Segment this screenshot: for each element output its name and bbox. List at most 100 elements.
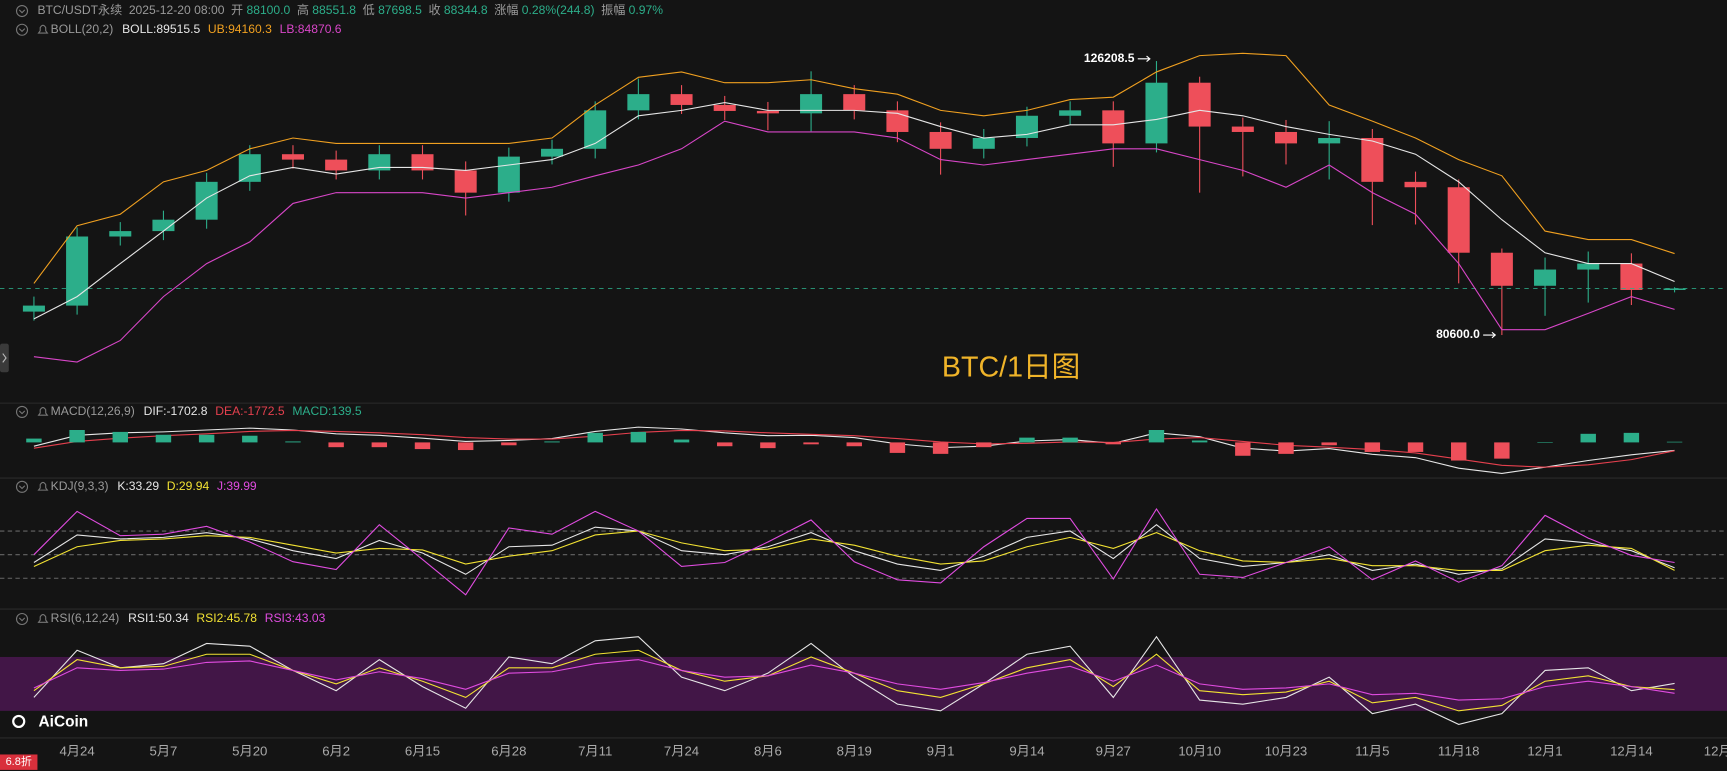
collapse-icon (15, 23, 29, 36)
x-tick-label: 11月5 (1355, 744, 1389, 759)
macd-bar (630, 431, 647, 443)
alert-icon (37, 24, 49, 34)
candle-body (541, 148, 564, 157)
macd-bar (242, 435, 258, 443)
x-tick-label: 8月19 (837, 744, 872, 759)
macd-bar (1148, 429, 1165, 443)
legend-entry: K:33.29 (117, 479, 159, 493)
macd-bar (673, 439, 690, 443)
macd-bar (1019, 437, 1035, 443)
candle-body (1620, 263, 1643, 290)
candle-body (972, 137, 995, 149)
candle-body (929, 131, 952, 149)
macd-bar (285, 441, 301, 443)
collapse-chevron (18, 28, 26, 33)
collapse-icon (15, 612, 29, 626)
x-tick-label: 6月2 (322, 744, 350, 759)
legend-entry: DEA:-1772.5 (215, 404, 285, 418)
x-tick-label: 10月10 (1178, 744, 1221, 759)
macd-bar (1580, 433, 1596, 443)
x-tick-label: 5月7 (150, 744, 178, 759)
candle-body (843, 94, 866, 111)
legend-entry: J:39.99 (217, 479, 257, 493)
legend-entry: BOLL:89515.5 (122, 22, 200, 36)
collapse-chevron (18, 485, 26, 490)
side-tab-arrow (2, 353, 7, 363)
candle-body (627, 94, 650, 111)
rsi-band (0, 656, 1727, 711)
logo: AiCoin (12, 714, 88, 731)
badge[interactable]: 6.8折 (6, 754, 32, 768)
macd-bar (932, 442, 949, 454)
indicator-line (33, 659, 1675, 701)
alert-icon (37, 406, 49, 416)
indicator-line (33, 635, 1675, 725)
macd-bar (1364, 442, 1381, 452)
panel-title: KDJ(9,3,3) (51, 479, 109, 493)
candle-body (281, 154, 304, 160)
header-text: 88551.8 (312, 3, 356, 17)
macd-bar (717, 442, 733, 447)
x-tick-label: 6月15 (405, 744, 440, 759)
macd-bar (976, 442, 992, 448)
alert-icon (37, 614, 49, 623)
x-tick-label: 10月23 (1265, 744, 1308, 759)
macd-bar (544, 441, 560, 443)
side-tab[interactable] (0, 343, 9, 373)
candle-body (1145, 82, 1168, 144)
macd-bar (1666, 441, 1683, 443)
collapse-icon (15, 4, 29, 18)
header-text: 0.97% (629, 3, 664, 17)
x-tick-label: 8月6 (754, 744, 782, 759)
x-tick-label: 9月14 (1009, 744, 1044, 759)
collapse-chevron (18, 9, 26, 14)
watermark: BTC/1日图 (942, 352, 1080, 384)
extreme-arrow (1137, 55, 1151, 63)
macd-bar (803, 442, 819, 445)
indicator-line (33, 101, 1675, 320)
macd-bar (1321, 442, 1337, 446)
macd-bar (846, 442, 862, 447)
indicator-line (33, 52, 1675, 284)
legend-entry: RSI1:50.34 (128, 611, 189, 625)
candle-body (1188, 82, 1211, 127)
candle-body (497, 156, 520, 193)
header-text: 振幅 (601, 2, 625, 17)
candle-body (584, 110, 607, 149)
header-text: 开 (231, 3, 243, 17)
header-text: 0.28%(244.8) (522, 3, 595, 17)
candle-body (670, 94, 693, 105)
candle-body (756, 110, 779, 114)
candle-body (713, 104, 736, 111)
macd-bar (1105, 442, 1122, 445)
macd-bar (1191, 440, 1208, 443)
macd-bar (1537, 442, 1553, 443)
candle-body (1404, 181, 1427, 188)
macd-bar (69, 429, 85, 443)
candle-body (886, 110, 909, 132)
candle-body (1447, 187, 1470, 253)
candle-body (1663, 288, 1686, 290)
header-text: 低 (363, 3, 375, 17)
x-tick-label: 5月20 (232, 744, 267, 759)
candle-body (1274, 131, 1298, 144)
header-text: 涨幅 (494, 2, 518, 17)
x-tick-label: 12月1 (1527, 744, 1562, 759)
macd-bar (198, 434, 215, 443)
x-tick-label: 9月1 (927, 744, 955, 759)
badge-bg[interactable] (0, 754, 38, 770)
x-tick-label: 6月28 (491, 744, 526, 759)
macd-bar (760, 442, 776, 449)
candle-body (1318, 137, 1341, 144)
candle-body (800, 94, 823, 114)
candle-body (1490, 252, 1513, 286)
candle-body (152, 219, 175, 232)
candle-body (1231, 126, 1254, 132)
legend-entry: MACD:139.5 (292, 404, 362, 418)
macd-bar (1235, 442, 1251, 456)
legend-entry: D:29.94 (167, 479, 210, 493)
candle-body (368, 154, 391, 171)
